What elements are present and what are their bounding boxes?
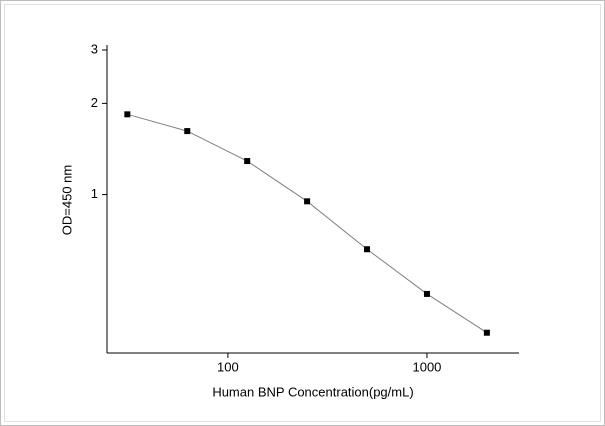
x-tick-label: 1000 [412,359,441,374]
y-axis-label: OD=450 nm [59,165,74,235]
data-point [184,128,191,135]
x-axis-label: Human BNP Concentration(pg/mL) [212,384,413,399]
data-point [304,198,311,205]
data-point [483,329,490,336]
x-tick-label: 100 [217,359,239,374]
data-point [423,290,430,297]
data-point [124,111,131,118]
data-point [364,246,371,253]
data-point [244,158,251,165]
y-tick-label: 3 [91,41,98,56]
inner-frame [4,4,601,422]
y-tick-label: 2 [91,95,98,110]
y-tick-label: 1 [91,186,98,201]
